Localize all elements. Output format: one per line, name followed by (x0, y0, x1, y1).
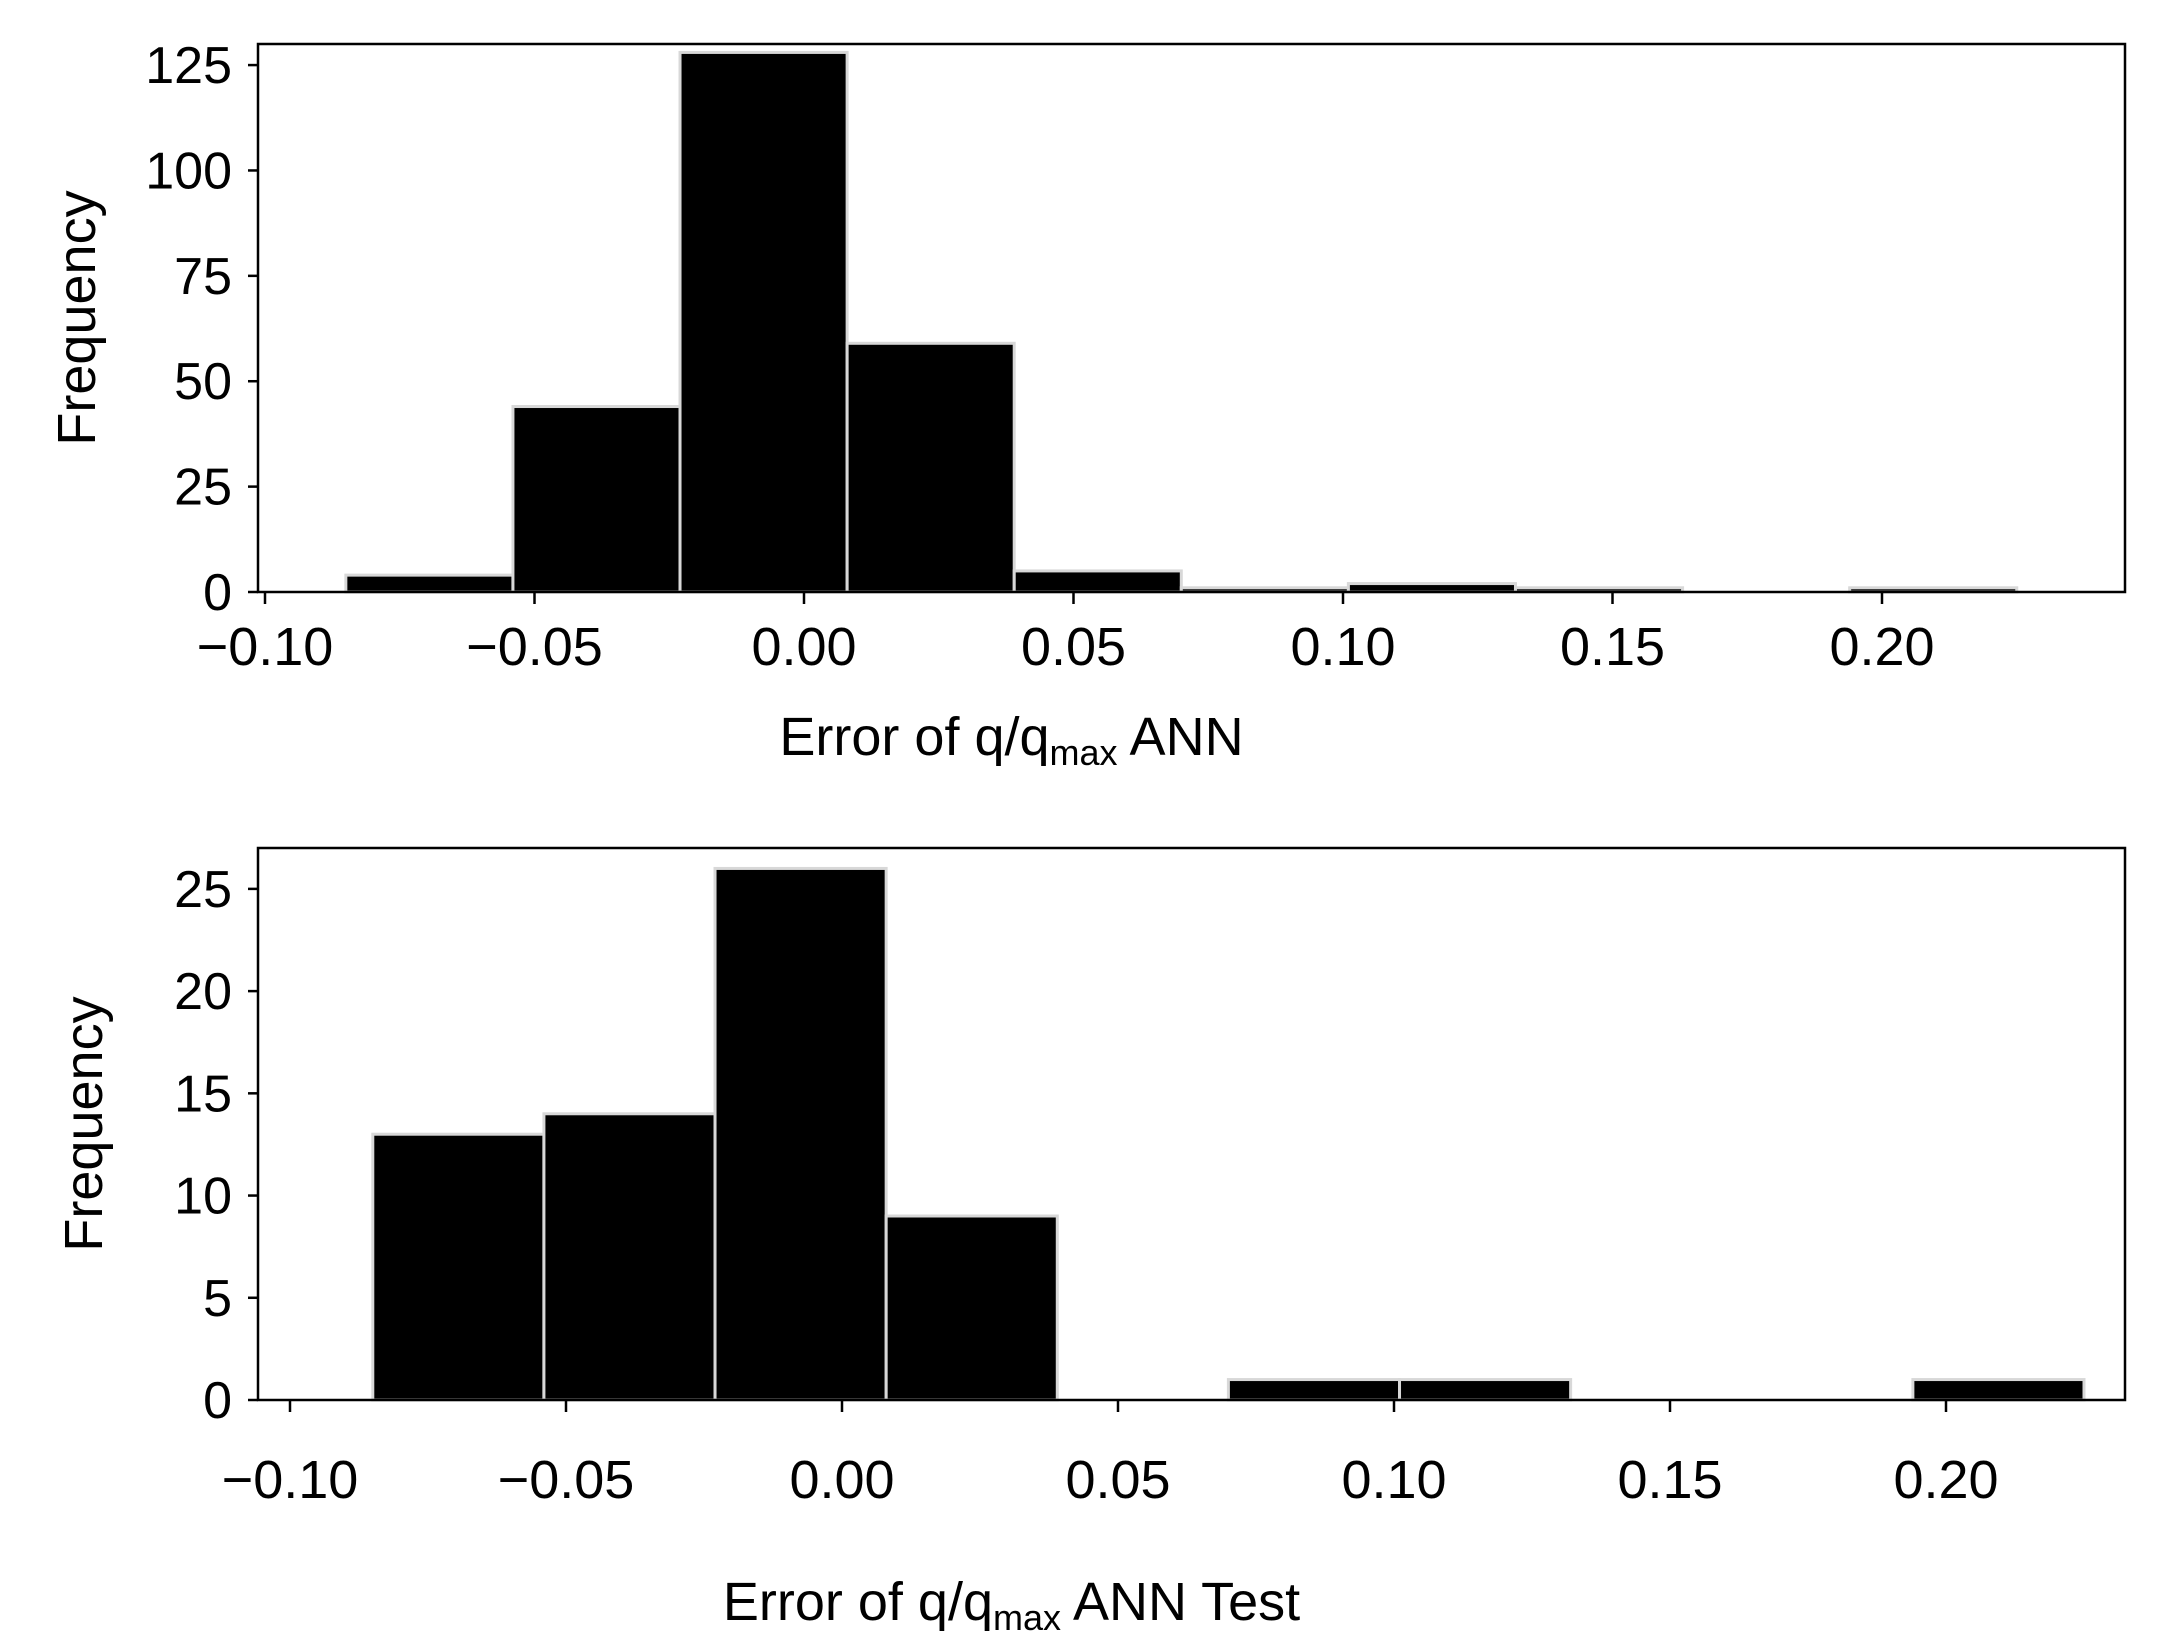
x-tick-label: 0.00 (751, 617, 856, 677)
y-tick-label: 0 (203, 564, 232, 622)
plot-frame (256, 42, 2127, 594)
histogram-bar (845, 341, 1016, 594)
x-tick-label: −0.05 (466, 617, 603, 677)
y-tick-label: 125 (145, 37, 232, 95)
y-tick-label: 0 (203, 1372, 232, 1430)
histogram-bar (1012, 569, 1183, 594)
x-axis-ticks: −0.10 −0.05 0.00 0.05 0.10 0.15 0.20 (222, 1400, 1999, 1510)
y-tick-label: 20 (174, 963, 232, 1021)
x-tick-label: 0.20 (1829, 617, 1934, 677)
histogram-bar (344, 573, 515, 594)
x-tick-label: −0.10 (197, 617, 334, 677)
x-tick-label: 0.20 (1893, 1450, 1998, 1510)
x-tick-label: 0.10 (1290, 617, 1395, 677)
x-tick-label: 0.00 (789, 1450, 894, 1510)
x-tick-label: 0.15 (1560, 617, 1665, 677)
x-tick-label: 0.05 (1021, 617, 1126, 677)
x-axis-title-suffix: ANN Test (1061, 1572, 1300, 1632)
y-tick-label: 100 (145, 142, 232, 200)
histogram-bar (884, 1214, 1059, 1402)
x-axis-title-main: Error of q/q (723, 1572, 993, 1632)
x-axis-title: Error of q/qmax ANN Test (723, 1572, 1300, 1638)
y-tick-label: 5 (203, 1270, 232, 1328)
x-tick-label: 0.05 (1065, 1450, 1170, 1510)
x-axis-title-suffix: ANN (1118, 707, 1244, 767)
histogram-bar (371, 1132, 546, 1402)
plot-frame (256, 846, 2127, 1402)
y-tick-label: 25 (174, 459, 232, 517)
x-tick-label: 0.10 (1341, 1450, 1446, 1510)
histogram-training: −0.10 −0.05 0.00 0.05 0.10 0.15 0.20 0 25 50 75 10… (47, 37, 2127, 773)
bars (344, 50, 2019, 594)
y-tick-label: 15 (174, 1065, 232, 1123)
y-tick-label: 25 (174, 861, 232, 919)
y-axis-title: Frequency (54, 996, 114, 1251)
y-axis-title: Frequency (47, 190, 107, 445)
histogram-bar (1398, 1378, 1573, 1402)
x-axis-title-main: Error of q/q (779, 707, 1049, 767)
histogram-bar (1346, 582, 1517, 594)
x-tick-label: −0.10 (222, 1450, 359, 1510)
y-axis-ticks: 0 25 50 75 100 125 (145, 37, 258, 622)
y-axis-ticks: 0 5 10 15 20 25 (174, 861, 258, 1430)
bars (371, 866, 2086, 1402)
y-tick-label: 10 (174, 1168, 232, 1226)
histogram-bar (1911, 1378, 2086, 1402)
x-tick-label: −0.05 (498, 1450, 635, 1510)
y-tick-label: 50 (174, 353, 232, 411)
histogram-bar (1226, 1378, 1402, 1402)
x-axis-title-subscript: max (993, 1597, 1061, 1638)
x-tick-label: 0.15 (1617, 1450, 1722, 1510)
histogram-bar (542, 1112, 717, 1402)
x-axis-title-subscript: max (1050, 732, 1118, 773)
histogram-bar (511, 405, 682, 594)
histogram-test: −0.10 −0.05 0.00 0.05 0.10 0.15 0.20 0 5 10 15 20 2… (54, 846, 2127, 1638)
histogram-bar (678, 50, 849, 594)
x-axis-title: Error of q/qmax ANN (779, 707, 1243, 773)
histogram-bar (713, 866, 888, 1402)
x-axis-ticks: −0.10 −0.05 0.00 0.05 0.10 0.15 0.20 (197, 592, 1935, 677)
y-tick-label: 75 (174, 248, 232, 306)
